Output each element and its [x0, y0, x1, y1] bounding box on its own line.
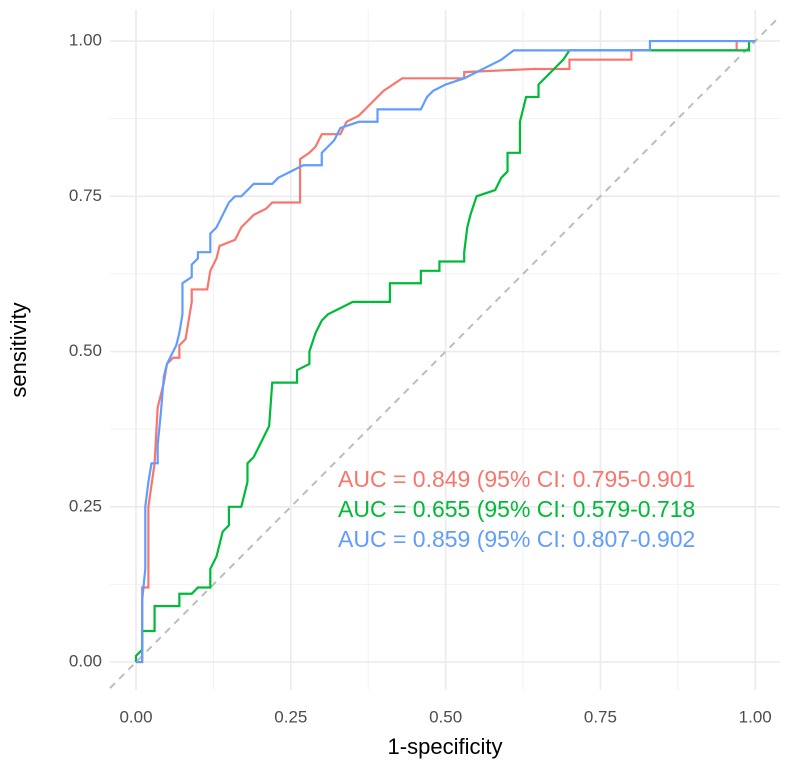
auc-annotation: AUC = 0.655 (95% CI: 0.579-0.718 — [338, 496, 695, 522]
y-tick-label: 1.00 — [69, 31, 102, 50]
x-tick-label: 0.25 — [274, 707, 307, 726]
x-tick-label: 1.00 — [739, 707, 772, 726]
roc-curve — [134, 39, 756, 663]
y-tick-label: 0.75 — [69, 186, 102, 205]
roc-curve — [136, 39, 756, 664]
x-tick-label: 0.00 — [119, 707, 152, 726]
reference-line — [109, 15, 781, 689]
x-tick-label: 0.50 — [429, 707, 462, 726]
x-axis-title: 1-specificity — [388, 734, 503, 759]
y-tick-label: 0.50 — [69, 341, 102, 360]
auc-annotation: AUC = 0.859 (95% CI: 0.807-0.902 — [338, 526, 695, 552]
auc-annotation: AUC = 0.849 (95% CI: 0.795-0.901 — [338, 466, 695, 492]
roc-curve — [136, 39, 756, 664]
y-axis-title: sensitivity — [6, 302, 31, 397]
y-tick-label: 0.25 — [69, 496, 102, 515]
y-tick-label: 0.00 — [69, 652, 102, 671]
x-tick-label: 0.75 — [584, 707, 617, 726]
